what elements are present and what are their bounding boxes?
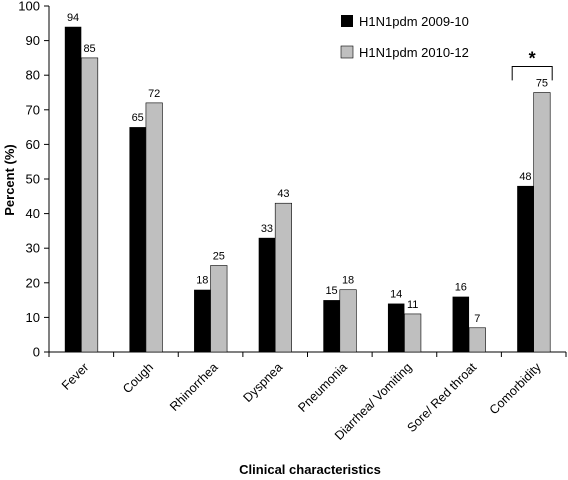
bar	[258, 237, 276, 352]
data-label: 14	[390, 289, 402, 301]
x-tick-label: Rhinorrhea	[167, 360, 221, 414]
y-axis: 0 10 20 30 40 50 60 70 80 90 100	[18, 0, 50, 360]
data-label: 16	[455, 282, 467, 294]
bar	[64, 26, 82, 352]
data-label: 25	[213, 251, 225, 263]
data-label: 11	[407, 299, 418, 311]
x-tick-label: Sore/ Red throat	[404, 360, 479, 435]
y-tick-label: 0	[33, 345, 40, 360]
bar	[274, 202, 292, 353]
y-axis-title: Percent (%)	[2, 144, 17, 216]
y-tick-label: 10	[26, 310, 40, 325]
significance-star: *	[529, 49, 536, 69]
data-labels: 94 85 65 72 18 25 33 43 15 18 14 11 16 7 48 75	[67, 12, 548, 325]
legend-label-series-1: H1N1pdm 2009-10	[359, 14, 469, 29]
bar	[452, 296, 470, 352]
legend: H1N1pdm 2009-10 H1N1pdm 2010-12	[340, 14, 469, 60]
data-label: 72	[148, 88, 160, 100]
x-tick-label: Pneumonia	[295, 360, 350, 415]
legend-swatch-series-2	[340, 45, 354, 59]
legend-label-series-2: H1N1pdm 2010-12	[359, 45, 469, 60]
x-tick-label: Fever	[59, 360, 91, 392]
bar	[194, 289, 211, 352]
x-axis: Fever Cough Rhinorrhea Dyspnea PneumoniaDiar…	[48, 351, 567, 443]
x-tick-label: Cough	[120, 360, 156, 396]
bar	[129, 127, 146, 352]
x-tick-label: Comorbidity	[487, 360, 545, 418]
y-tick-label: 90	[26, 33, 40, 48]
y-tick-label: 70	[26, 102, 40, 117]
bar	[387, 303, 405, 352]
bar	[323, 300, 340, 352]
legend-swatch-series-1	[341, 15, 353, 27]
bar	[468, 327, 486, 353]
data-label: 18	[196, 275, 208, 287]
data-label: 75	[536, 78, 548, 90]
data-label: 94	[67, 12, 79, 24]
data-label: 7	[474, 313, 480, 325]
data-label: 33	[261, 223, 273, 235]
data-label: 85	[83, 43, 95, 55]
bars	[64, 26, 551, 353]
data-label: 15	[325, 285, 337, 297]
y-tick-label: 80	[26, 68, 40, 83]
y-tick-label: 20	[26, 275, 40, 290]
bar	[81, 57, 99, 353]
bar	[145, 102, 163, 353]
bar	[210, 265, 228, 353]
bar	[517, 185, 534, 352]
data-label: 43	[277, 188, 289, 200]
data-label: 48	[519, 171, 531, 183]
bar	[533, 92, 551, 353]
y-tick-label: 50	[26, 172, 40, 187]
significance-bracket	[511, 66, 553, 81]
data-label: 18	[342, 275, 354, 287]
bar	[339, 289, 357, 353]
y-tick-label: 100	[18, 0, 40, 14]
y-tick-label: 30	[26, 241, 40, 256]
significance-annotation: *	[511, 49, 553, 81]
y-tick-label: 60	[26, 137, 40, 152]
bar	[404, 313, 422, 353]
data-label: 65	[132, 112, 144, 124]
x-tick-label: Dyspnea	[241, 360, 286, 405]
x-axis-title: Clinical characteristics	[239, 462, 381, 477]
y-tick-label: 40	[26, 206, 40, 221]
